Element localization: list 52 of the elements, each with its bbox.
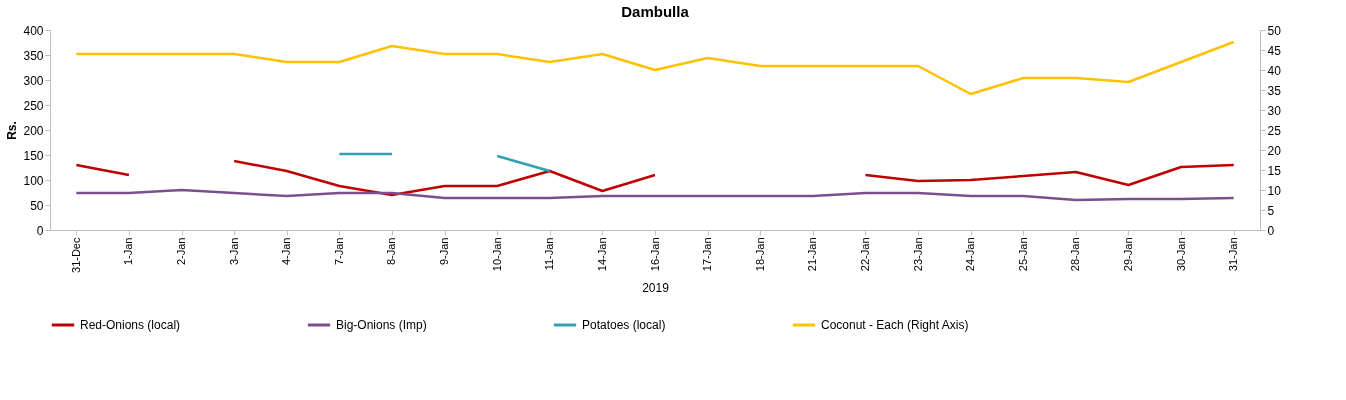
y2-tick-label: 35 <box>1267 83 1282 98</box>
x-tick-label: 11-Jan <box>543 237 556 271</box>
x-tick-label: 30-Jan <box>1174 237 1187 272</box>
x-tick-label: 21-Jan <box>806 237 819 272</box>
x-tick-label: 18-Jan <box>753 237 766 272</box>
x-tick-label: 10-Jan <box>490 237 503 272</box>
text: 2019 <box>642 280 670 295</box>
x-tick-label: 24-Jan <box>964 237 977 272</box>
legend-label: Red-Onions (local) <box>80 318 181 332</box>
y-tick-label: 400 <box>23 23 44 38</box>
x-tick-label: 9-Jan <box>438 237 451 266</box>
legend-label: Coconut - Each (Right Axis) <box>821 318 969 332</box>
y-tick-label: 100 <box>23 173 44 188</box>
x-tick-label: 22-Jan <box>858 237 871 272</box>
x-tick-label: 31-Dec <box>69 237 82 273</box>
y2-tick-label: 0 <box>1267 223 1275 238</box>
y-tick-label: 300 <box>23 73 44 88</box>
x-tick-label: 16-Jan <box>648 237 661 272</box>
x-tick-label: 1-Jan <box>122 237 135 266</box>
y-tick-label: 50 <box>30 198 44 213</box>
x-tick-label: 23-Jan <box>911 237 924 272</box>
y-tick-label: 350 <box>23 48 44 63</box>
line-series <box>75 188 1235 202</box>
x-tick-label: 14-Jan <box>595 237 608 272</box>
x-tick-label: 7-Jan <box>332 237 345 266</box>
y-tick-label: 0 <box>36 223 44 238</box>
y-axis-title: Rs. <box>5 121 20 140</box>
y2-tick-label: 45 <box>1267 43 1282 58</box>
legend-label: Potatoes (local) <box>582 318 666 332</box>
x-tick-label: 31-Jan <box>1227 237 1240 272</box>
x-tick-label: 25-Jan <box>1016 237 1029 272</box>
y2-tick-label: 20 <box>1267 143 1282 158</box>
y2-tick-label: 10 <box>1267 183 1282 198</box>
x-tick-label: 2-Jan <box>175 237 188 266</box>
line-series <box>75 40 1235 96</box>
y-tick-label: 250 <box>23 98 44 113</box>
y-tick-label: 200 <box>23 123 44 138</box>
y2-tick-label: 30 <box>1267 103 1282 118</box>
chart-title: Dambulla <box>621 3 690 20</box>
x-tick-label: 28-Jan <box>1069 237 1082 272</box>
x-tick-label: 4-Jan <box>280 237 293 266</box>
x-tick-label: 29-Jan <box>1121 237 1134 272</box>
y2-tick-label: 5 <box>1267 203 1275 218</box>
legend-label: Big-Onions (Imp) <box>336 318 427 332</box>
y2-tick-label: 40 <box>1267 63 1282 78</box>
x-tick-label: 3-Jan <box>227 237 240 266</box>
y-tick-label: 150 <box>23 148 44 163</box>
y2-tick-label: 50 <box>1267 23 1282 38</box>
x-tick-label: 8-Jan <box>385 237 398 266</box>
y2-tick-label: 25 <box>1267 123 1282 138</box>
y2-tick-label: 15 <box>1267 163 1282 178</box>
x-tick-label: 17-Jan <box>701 237 714 272</box>
